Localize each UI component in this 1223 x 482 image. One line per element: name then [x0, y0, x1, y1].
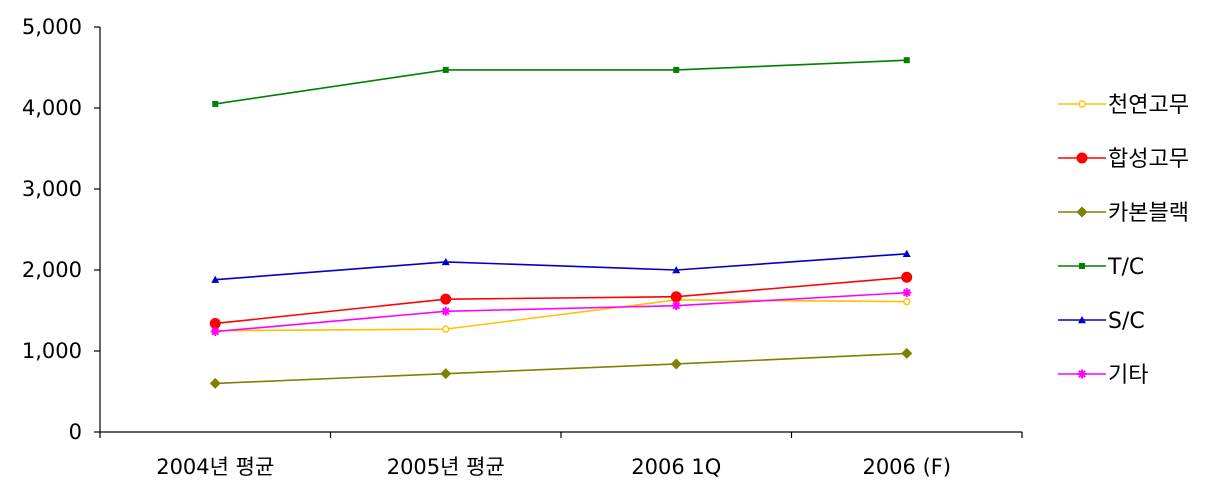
data-point	[671, 301, 681, 311]
data-point	[672, 266, 681, 274]
x-tick-label: 2006 (F)	[862, 455, 951, 479]
data-point	[442, 66, 449, 73]
legend-item: S/C	[1058, 309, 1145, 334]
data-point	[211, 275, 220, 283]
data-point	[901, 347, 913, 359]
data-point	[209, 377, 221, 389]
legend-marker	[1078, 316, 1086, 324]
data-point	[903, 57, 910, 64]
data-point	[440, 293, 452, 305]
data-point	[902, 249, 911, 257]
legend-marker	[1078, 100, 1086, 108]
series-group	[209, 57, 913, 389]
y-tick-label: 0	[69, 420, 82, 444]
legend-item: T/C	[1058, 255, 1144, 280]
y-tick-label: 1,000	[22, 339, 82, 363]
data-point	[670, 358, 682, 370]
series-4	[212, 57, 910, 107]
data-point	[902, 288, 912, 298]
y-tick-label: 4,000	[22, 96, 82, 120]
legend-item: 천연고무	[1058, 93, 1189, 118]
series-1	[211, 296, 911, 335]
x-ticks: 2004년 평균 2005년 평균 2006 1Q 2006 (F)	[99, 432, 1023, 479]
legend-label: 합성고무	[1108, 147, 1189, 172]
legend-item: 기타	[1058, 363, 1148, 388]
series-6	[210, 288, 912, 337]
series-line	[215, 276, 907, 325]
legend-label: T/C	[1107, 255, 1144, 280]
legend-item: 카본블랙	[1058, 201, 1189, 226]
data-point	[210, 327, 220, 337]
data-point	[441, 257, 450, 266]
data-point	[903, 297, 911, 306]
data-point	[440, 368, 452, 380]
data-point	[442, 325, 450, 333]
legend-label: 기타	[1108, 363, 1148, 388]
y-ticks: 0 1,000 2,000 3,000 4,000 5,000	[22, 15, 100, 444]
data-point	[901, 271, 913, 283]
series-line	[215, 299, 907, 332]
legend-marker	[1076, 206, 1088, 218]
series-3	[209, 347, 913, 389]
x-tick-label: 2006 1Q	[631, 455, 721, 479]
data-point	[209, 317, 221, 329]
y-tick-label: 5,000	[22, 15, 82, 39]
legend-item: 합성고무	[1058, 147, 1189, 172]
y-tick-label: 2,000	[22, 258, 82, 282]
y-tick-label: 3,000	[22, 177, 82, 201]
series-line	[215, 253, 907, 281]
legend-marker	[1077, 369, 1087, 379]
data-point	[670, 291, 682, 303]
series-line	[215, 59, 907, 105]
legend-label: 카본블랙	[1108, 201, 1189, 226]
x-tick-label: 2005년 평균	[387, 455, 505, 479]
series-line	[215, 352, 907, 385]
data-point	[441, 306, 451, 316]
legend-marker	[1076, 152, 1088, 164]
legend-label: S/C	[1108, 309, 1145, 334]
series-line	[215, 291, 907, 333]
x-tick-label: 2004년 평균	[156, 455, 274, 479]
legend-marker	[1079, 263, 1085, 269]
legend-label: 천연고무	[1108, 93, 1189, 118]
axes	[99, 27, 1022, 433]
data-point	[212, 100, 219, 107]
data-point	[673, 66, 680, 73]
series-5	[211, 249, 911, 283]
